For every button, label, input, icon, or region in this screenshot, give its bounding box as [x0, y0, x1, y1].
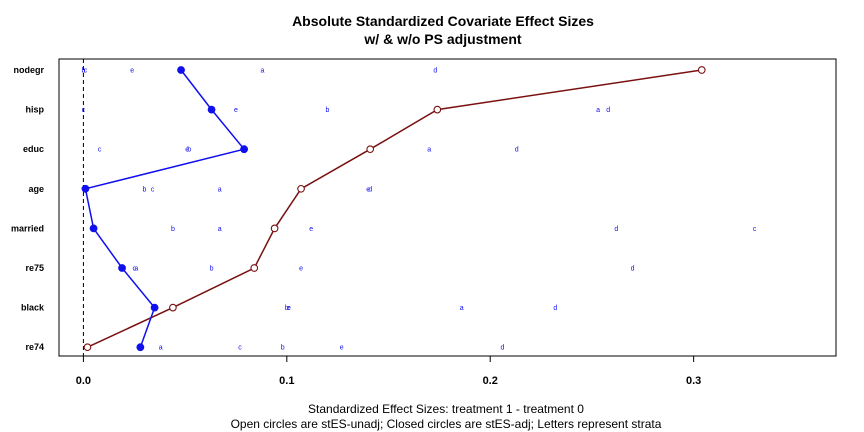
stratum-letter: a: [427, 147, 431, 154]
stratum-letter: b: [210, 266, 214, 273]
plot-frame: [58, 58, 837, 357]
stratum-letter: b: [326, 107, 330, 114]
stratum-letter: d: [500, 345, 504, 352]
x-tick-label: 0.3: [686, 375, 701, 387]
stratum-letter: c: [151, 186, 155, 193]
stratum-letter: a: [218, 186, 222, 193]
y-label-age: age: [28, 184, 44, 194]
closed-circle-point-black: [150, 303, 159, 312]
stratum-letter: e: [309, 226, 313, 233]
open-circle-point-black: [169, 303, 177, 312]
stratum-letter: e: [299, 266, 303, 273]
x-axis-title: Standardized Effect Sizes: treatment 1 -…: [308, 402, 584, 416]
stratum-letter: e: [287, 305, 291, 312]
closed-circle-point-re75: [118, 264, 126, 272]
stratum-letter: e: [234, 107, 238, 114]
stratum-letter: c: [287, 305, 291, 312]
open-circle-point-hisp: [433, 105, 442, 114]
series-lines: [84, 69, 702, 348]
stratum-letter: d: [606, 107, 610, 114]
chart-title: Absolute Standardized Covariate Effect S…: [292, 13, 594, 29]
stratum-letter: b: [142, 186, 146, 193]
series-line-stES-unadj: [87, 69, 702, 348]
stratum-letter: a: [218, 226, 222, 233]
stratum-letter: c: [753, 226, 757, 233]
y-label-educ: educ: [23, 144, 44, 154]
chart-caption: Open circles are stES-unadj; Closed circ…: [231, 417, 662, 431]
y-label-re74: re74: [25, 342, 44, 352]
closed-circle-point-nodegr: [177, 66, 185, 74]
stratum-letter: a: [596, 107, 600, 114]
open-circle-point-age: [297, 184, 305, 193]
stratum-letter: e: [130, 68, 134, 75]
closed-circle-point-hisp: [207, 105, 216, 114]
open-circle-point-educ: [366, 145, 375, 154]
y-label-re75: re75: [25, 263, 44, 273]
x-tick-label: 0.1: [279, 375, 294, 387]
y-label-hisp: hisp: [25, 105, 44, 115]
y-label-married: married: [11, 223, 44, 233]
stratum-letter: b: [187, 147, 191, 154]
stratum-letter: d: [515, 147, 519, 154]
stratum-letter: d: [553, 305, 557, 312]
stratum-letter: b: [281, 345, 285, 352]
stratum-letter: b: [285, 305, 289, 312]
closed-circle-point-age: [81, 184, 90, 193]
x-tick-label: 0.2: [483, 375, 498, 387]
stratum-letter: c: [98, 147, 102, 154]
stratum-letter: d: [433, 68, 437, 75]
open-circle-point-re74: [83, 343, 92, 352]
closed-circle-point-married: [89, 224, 98, 233]
stratum-letter: e: [340, 345, 344, 352]
stratum-letter: a: [260, 68, 264, 75]
series-points: [81, 66, 706, 352]
stratum-letter: c: [133, 266, 137, 273]
stratum-letter: c: [84, 68, 88, 75]
stratum-letter: a: [159, 345, 163, 352]
closed-circle-point-educ: [240, 145, 248, 154]
closed-circle-point-re74: [136, 343, 145, 352]
stratum-letter: b: [81, 68, 85, 75]
x-axis: 0.0 0.1 0.2 0.3: [76, 356, 701, 387]
open-circle-point-married: [270, 224, 279, 233]
open-circle-point-nodegr: [697, 66, 706, 74]
stratum-letter: d: [614, 226, 618, 233]
y-label-nodegr: nodegr: [14, 65, 45, 75]
stratum-letter: e: [185, 147, 189, 154]
x-tick-label: 0.0: [76, 375, 91, 387]
stratum-letter: b: [171, 226, 175, 233]
stratum-letter: a: [460, 305, 464, 312]
stratum-letter: d: [631, 266, 635, 273]
open-circle-point-re75: [250, 264, 259, 272]
stratum-letter: a: [134, 266, 138, 273]
stratum-letter: c: [82, 107, 86, 114]
chart-subtitle: w/ & w/o PS adjustment: [363, 31, 521, 47]
series-line-stES-adj: [84, 69, 246, 348]
y-axis-labels: nodegr hisp educ age married re75 black re74: [11, 65, 45, 352]
y-label-black: black: [21, 303, 45, 313]
stratum-letter: e: [366, 186, 370, 193]
stratum-letter: c: [238, 345, 242, 352]
stratum-letter: d: [368, 186, 372, 193]
